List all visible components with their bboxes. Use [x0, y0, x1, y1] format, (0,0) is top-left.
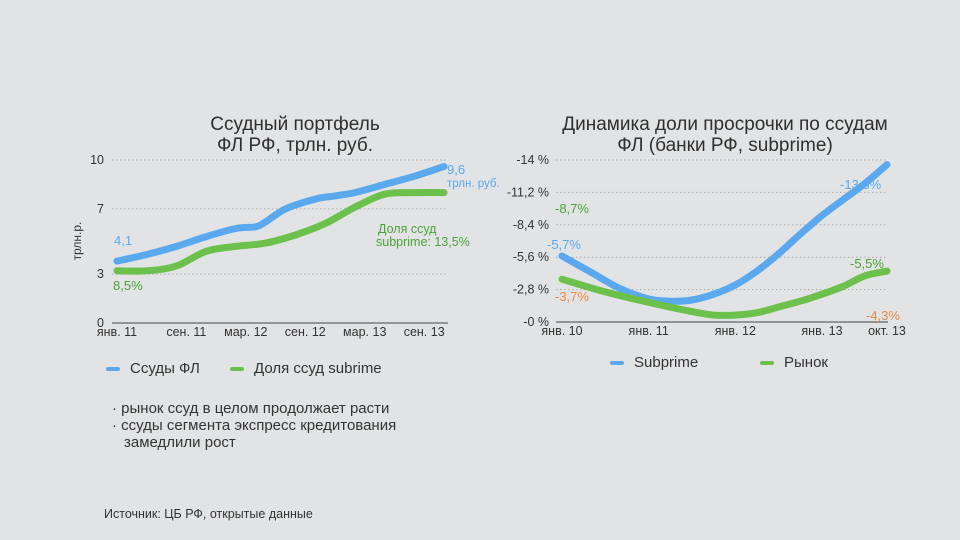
left-chart-title: Ссудный портфель ФЛ РФ, трлн. руб. — [130, 114, 460, 156]
right-legend-item-market: Рынок — [760, 354, 828, 371]
left-x-tick-label: янв. 11 — [97, 325, 137, 339]
bullet-list: · рынок ссуд в целом продолжает расти · … — [112, 400, 396, 451]
subprime-legend-swatch — [610, 360, 624, 365]
right-legend-item-subprime: Subprime — [610, 354, 698, 371]
right-series-line — [558, 161, 891, 305]
loans-start-label: 4,1 — [114, 233, 132, 248]
right-x-tick-label: окт. 13 — [868, 324, 906, 338]
left-legend-item-loans: Ссуды ФЛ — [106, 360, 200, 377]
loans-end-unit: трлн. руб. — [447, 178, 500, 190]
right-x-tick-label: янв. 10 — [541, 324, 582, 338]
hist-left-label: -8,7% — [555, 201, 589, 216]
subprime-legend-label: Subprime — [634, 354, 699, 371]
bullet-item-2: · ссуды сегмента экспресс кредитования — [112, 417, 397, 434]
right-grid — [556, 159, 888, 323]
share-legend-label: Доля ссуд subrime — [254, 360, 382, 377]
right-x-tick-label: янв. 12 — [715, 324, 756, 338]
left-x-tick-label: сен. 12 — [285, 325, 326, 339]
market-end-label: -5,5% — [850, 256, 884, 271]
right-x-tick-label: янв. 11 — [629, 324, 669, 338]
left-y-tick-label: 0 — [97, 316, 104, 330]
right-y-tick-label: -0 % — [523, 315, 549, 329]
left-y-tick-label: 3 — [97, 267, 104, 281]
right-chart-title: Динамика доли просрочки по ссудам ФЛ (ба… — [545, 114, 905, 156]
subprime-start-label: -5,7% — [547, 237, 581, 252]
market-legend-label: Рынок — [784, 354, 828, 371]
right-y-tick-label: -5,6 % — [513, 250, 549, 264]
right-x-tick-label: янв. 13 — [801, 324, 842, 338]
share-legend-swatch — [230, 366, 244, 371]
loans-end-label: 9,6 — [447, 162, 465, 177]
bullet-item-1: · рынок ссуд в целом продолжает расти — [112, 400, 390, 417]
left-annotations: 4,1 9,6 трлн. руб. 8,5% Доля ссуд subpri… — [113, 162, 500, 293]
left-chart-title-line1: Ссудный портфель — [210, 114, 380, 135]
right-annotations: -5,7% -13,6% -3,7% -5,5% -8,7% -4,3% — [547, 177, 900, 323]
right-chart-title-line1: Динамика доли просрочки по ссудам — [562, 114, 888, 135]
subprime-end-label: -13,6% — [840, 177, 882, 192]
left-y-tick-label: 7 — [97, 202, 104, 216]
right-y-tick-label: -8,4 % — [513, 218, 549, 232]
right-series — [558, 161, 891, 319]
left-x-tick-label: сен. 11 — [166, 325, 206, 339]
left-ticks: 0 3 7 10 янв. 11 сен. 11 мар. 12 сен. 12 мар. 13… — [90, 153, 445, 339]
right-y-tick-label: -2,8 % — [513, 283, 549, 297]
bullet-item-2-continuation: замедлили рост — [124, 434, 236, 451]
left-x-tick-label: мар. 13 — [343, 325, 386, 339]
left-x-tick-label: мар. 12 — [224, 325, 267, 339]
right-series-line — [558, 267, 891, 319]
loans-legend-swatch — [106, 366, 120, 371]
right-chart-title-line2: ФЛ (банки РФ, subprime) — [617, 135, 833, 156]
source-note: Источник: ЦБ РФ, открытые данные — [104, 507, 313, 521]
left-series-line — [113, 188, 448, 275]
share-end-label-line1: Доля ссуд — [378, 222, 437, 236]
right-y-tick-label: -11,2 % — [507, 185, 549, 199]
share-end-label-line2: subprime: 13,5% — [376, 235, 470, 249]
left-legend-item-share: Доля ссуд subrime — [230, 360, 382, 377]
right-ticks: -0 % -2,8 % -5,6 % -8,4 % -11,2 % -14 % янв. 1… — [507, 153, 906, 338]
hist-right-label: -4,3% — [866, 308, 900, 323]
left-y-axis-label: трлн.р. — [70, 222, 84, 261]
market-legend-swatch — [760, 360, 774, 365]
right-y-tick-label: -14 % — [516, 153, 549, 167]
left-chart-title-line2: ФЛ РФ, трлн. руб. — [216, 135, 373, 156]
left-series-line — [113, 163, 448, 265]
market-start-label: -3,7% — [555, 289, 589, 304]
left-x-tick-label: сен. 13 — [404, 325, 445, 339]
loans-legend-label: Ссуды ФЛ — [130, 360, 200, 377]
left-series — [113, 163, 448, 275]
left-y-tick-label: 10 — [90, 153, 104, 167]
share-start-label: 8,5% — [113, 278, 143, 293]
